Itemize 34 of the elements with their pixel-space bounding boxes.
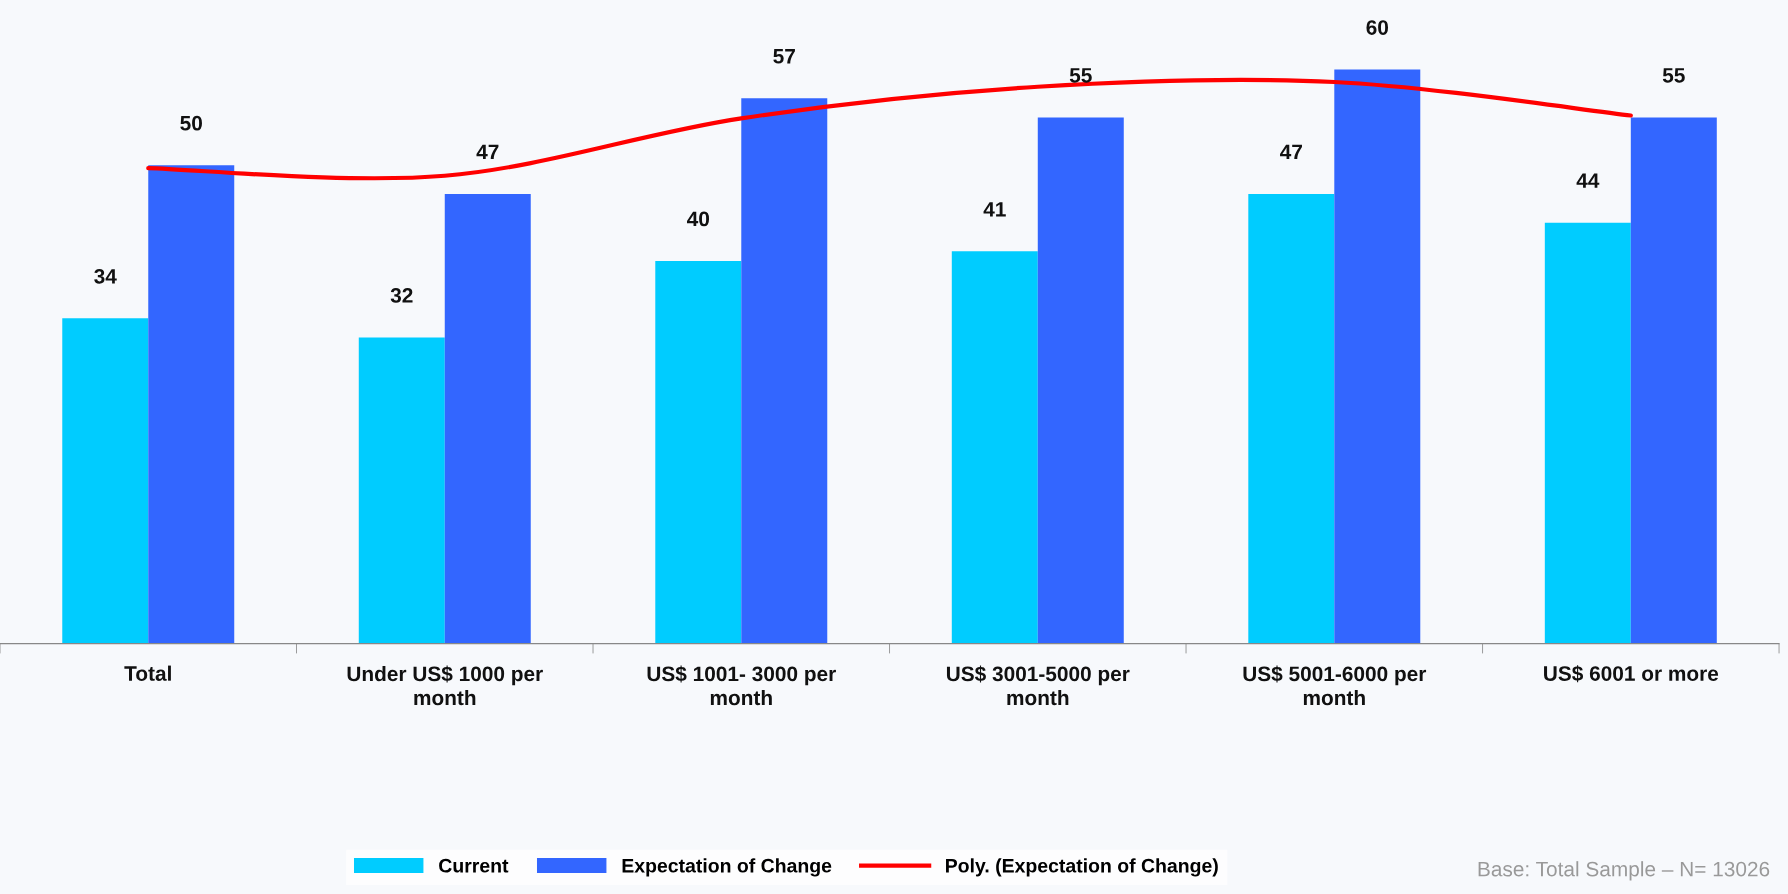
data-label: 40 <box>687 211 710 227</box>
data-label: 32 <box>390 288 413 303</box>
x-tick-label: US$ 6001 or more <box>1544 665 1719 683</box>
data-label: 34 <box>94 268 117 284</box>
x-tick-label: US$ 1001- 3000 per month <box>647 665 836 706</box>
data-label: 44 <box>1576 173 1600 188</box>
x-tick-label: US$ 3001-5000 per month <box>946 665 1130 706</box>
bar <box>1248 193 1335 644</box>
data-label: 60 <box>1366 20 1389 35</box>
text: Base: Total Sample – N= 13026 <box>1478 861 1770 881</box>
data-label: 41 <box>983 202 1006 217</box>
legend-label: Current <box>439 858 509 873</box>
x-tick-label: US$ 5001-6000 per month <box>1243 665 1427 706</box>
legend-label: Poly. (Expectation of Change) <box>946 858 1218 877</box>
data-label: 55 <box>1662 68 1685 83</box>
data-label: 57 <box>773 49 795 64</box>
data-label: 47 <box>1280 144 1302 160</box>
bar <box>1544 222 1631 644</box>
bar <box>358 337 445 644</box>
bar <box>951 251 1038 644</box>
bar <box>1037 117 1124 644</box>
bar <box>741 98 828 644</box>
bar <box>444 193 531 644</box>
data-label: 47 <box>476 144 499 160</box>
data-label: 55 <box>1069 68 1092 83</box>
legend-label: Expectation of Change <box>622 858 832 877</box>
bar <box>62 318 149 644</box>
bar <box>1334 69 1421 644</box>
data-label: 50 <box>180 115 202 131</box>
bar <box>1630 117 1717 644</box>
bar <box>655 260 742 644</box>
x-tick-label: Total <box>124 665 171 681</box>
bar <box>148 165 235 644</box>
x-tick-label: Under US$ 1000 per month <box>347 665 543 706</box>
